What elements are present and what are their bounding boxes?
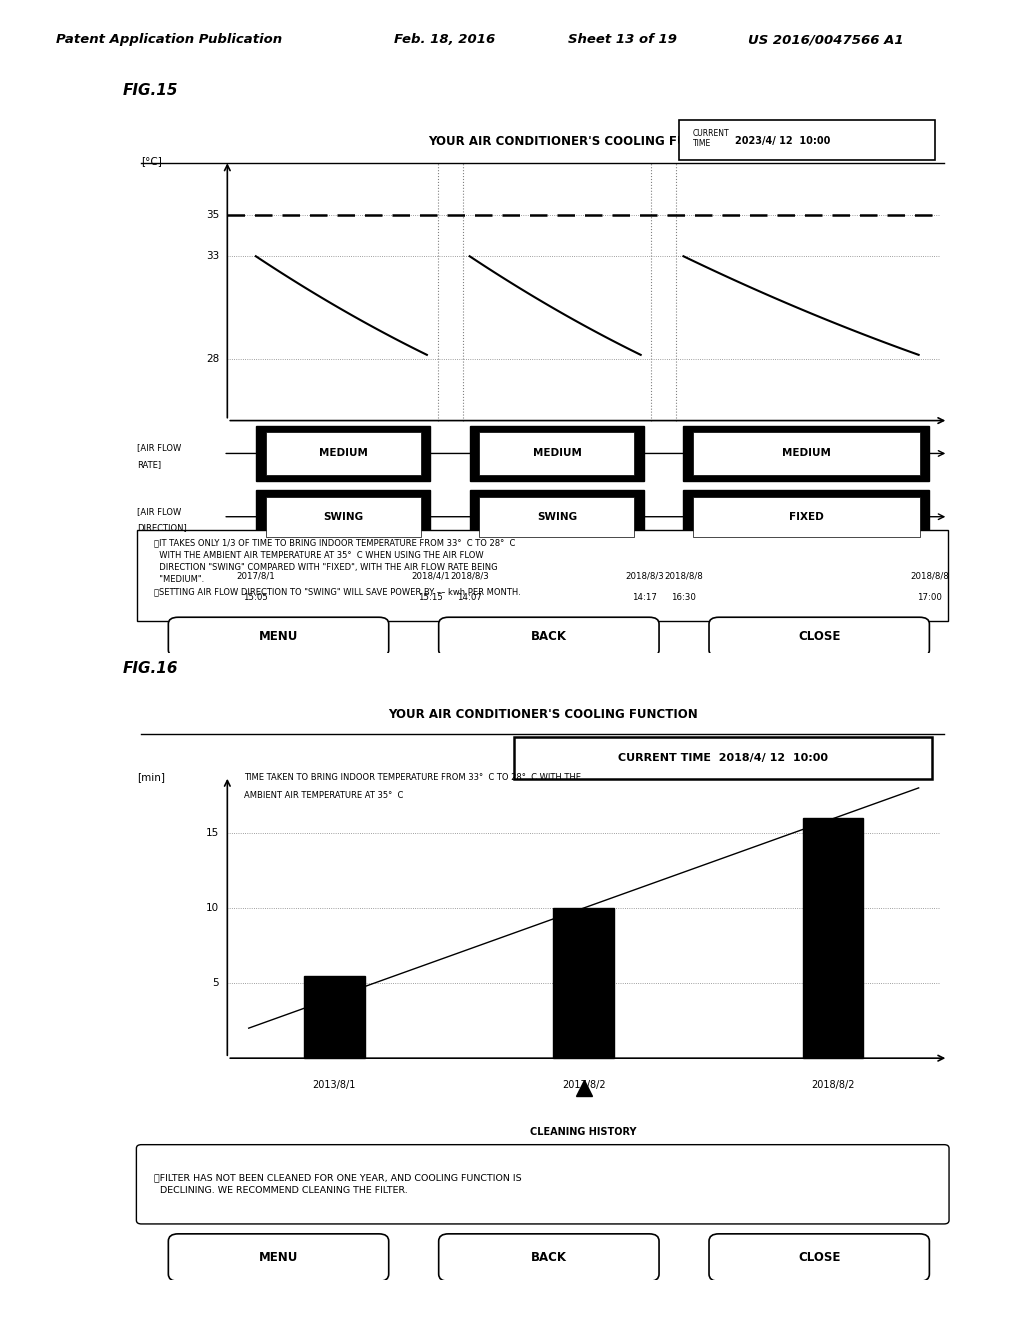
Text: SWING: SWING — [324, 512, 364, 521]
Text: 15:05: 15:05 — [244, 593, 268, 602]
Bar — [141, 694, 944, 734]
Text: 15: 15 — [206, 828, 219, 838]
Text: 15:15: 15:15 — [418, 593, 443, 602]
Text: 2018/8/8: 2018/8/8 — [665, 572, 702, 579]
Text: [min]: [min] — [137, 772, 165, 781]
FancyBboxPatch shape — [136, 1144, 949, 1224]
Text: 17:00: 17:00 — [916, 593, 942, 602]
Text: Sheet 13 of 19: Sheet 13 of 19 — [568, 33, 677, 46]
FancyBboxPatch shape — [679, 120, 935, 160]
Text: [°C]: [°C] — [141, 156, 162, 166]
Bar — [265, 496, 421, 537]
Text: CLOSE: CLOSE — [798, 631, 841, 643]
Text: 2017/8/1: 2017/8/1 — [237, 572, 275, 579]
Text: CLEANING HISTORY: CLEANING HISTORY — [530, 1127, 637, 1138]
FancyBboxPatch shape — [438, 1234, 659, 1282]
Bar — [553, 908, 614, 1059]
Text: DIRECTION]: DIRECTION] — [137, 523, 187, 532]
Text: [AIR FLOW: [AIR FLOW — [137, 507, 181, 516]
Text: ・FILTER HAS NOT BEEN CLEANED FOR ONE YEAR, AND COOLING FUNCTION IS
  DECLINING. : ・FILTER HAS NOT BEEN CLEANED FOR ONE YEA… — [154, 1173, 521, 1195]
Text: CURRENT TIME  2018/4/ 12  10:00: CURRENT TIME 2018/4/ 12 10:00 — [617, 752, 828, 763]
Text: AMBIENT AIR TEMPERATURE AT 35°  C: AMBIENT AIR TEMPERATURE AT 35° C — [244, 791, 403, 800]
FancyBboxPatch shape — [137, 531, 948, 620]
FancyBboxPatch shape — [514, 737, 932, 779]
Text: SWING: SWING — [537, 512, 577, 521]
Text: CURRENT
TIME: CURRENT TIME — [692, 129, 729, 148]
Bar — [256, 425, 430, 482]
Text: MEDIUM: MEDIUM — [318, 449, 368, 458]
Text: FIG.16: FIG.16 — [123, 661, 178, 676]
Text: 16:30: 16:30 — [671, 593, 696, 602]
Text: MENU: MENU — [259, 631, 298, 643]
Text: Feb. 18, 2016: Feb. 18, 2016 — [394, 33, 496, 46]
Text: FIXED: FIXED — [790, 512, 823, 521]
Text: ・IT TAKES ONLY 1/3 OF TIME TO BRING INDOOR TEMPERATURE FROM 33°  C TO 28°  C
  W: ・IT TAKES ONLY 1/3 OF TIME TO BRING INDO… — [154, 539, 520, 595]
Text: BACK: BACK — [530, 631, 567, 643]
Text: YOUR AIR CONDITIONER'S COOLING FUNCTION: YOUR AIR CONDITIONER'S COOLING FUNCTION — [388, 708, 697, 721]
Text: [AIR FLOW: [AIR FLOW — [137, 444, 181, 453]
Bar — [683, 425, 930, 482]
Text: BACK: BACK — [530, 1251, 567, 1265]
Bar — [803, 818, 863, 1059]
Bar — [265, 432, 421, 475]
FancyBboxPatch shape — [168, 1234, 389, 1282]
Text: RATE]: RATE] — [137, 459, 162, 469]
Text: 2018/8/8: 2018/8/8 — [910, 572, 948, 579]
Bar — [693, 496, 920, 537]
FancyBboxPatch shape — [168, 618, 389, 656]
FancyBboxPatch shape — [438, 618, 659, 656]
Text: 14:07: 14:07 — [457, 593, 482, 602]
Text: 2018/8/2: 2018/8/2 — [811, 1080, 855, 1090]
Text: US 2016/0047566 A1: US 2016/0047566 A1 — [748, 33, 903, 46]
Text: 2023/4/ 12  10:00: 2023/4/ 12 10:00 — [735, 136, 830, 147]
Text: 2018/4/1: 2018/4/1 — [411, 572, 450, 579]
Text: TIME TAKEN TO BRING INDOOR TEMPERATURE FROM 33°  C TO 28°  C WITH THE: TIME TAKEN TO BRING INDOOR TEMPERATURE F… — [244, 774, 581, 781]
Text: 2013/8/1: 2013/8/1 — [312, 1080, 356, 1090]
FancyBboxPatch shape — [709, 618, 930, 656]
FancyBboxPatch shape — [127, 102, 958, 657]
Bar — [693, 432, 920, 475]
Text: 14:17: 14:17 — [632, 593, 656, 602]
Text: 35: 35 — [206, 210, 219, 220]
Text: MENU: MENU — [259, 1251, 298, 1265]
Bar — [304, 975, 365, 1059]
Text: MEDIUM: MEDIUM — [782, 449, 830, 458]
Text: 10: 10 — [206, 903, 219, 913]
Text: 5: 5 — [213, 978, 219, 989]
Text: 2018/8/3: 2018/8/3 — [451, 572, 489, 579]
FancyBboxPatch shape — [709, 1234, 930, 1282]
Text: YOUR AIR CONDITIONER'S COOLING FUNCTION: YOUR AIR CONDITIONER'S COOLING FUNCTION — [428, 135, 737, 148]
Bar — [470, 490, 644, 544]
Text: Patent Application Publication: Patent Application Publication — [56, 33, 283, 46]
Bar — [479, 496, 635, 537]
Bar — [683, 490, 930, 544]
Text: 28: 28 — [206, 354, 219, 364]
Bar — [470, 425, 644, 482]
Text: 2018/8/3: 2018/8/3 — [625, 572, 664, 579]
Text: MEDIUM: MEDIUM — [532, 449, 582, 458]
FancyBboxPatch shape — [127, 675, 958, 1286]
Bar — [256, 490, 430, 544]
Text: CLOSE: CLOSE — [798, 1251, 841, 1265]
Text: 33: 33 — [206, 251, 219, 261]
Bar — [479, 432, 635, 475]
Text: 2017/8/2: 2017/8/2 — [562, 1080, 605, 1090]
Text: FIG.15: FIG.15 — [123, 83, 178, 98]
